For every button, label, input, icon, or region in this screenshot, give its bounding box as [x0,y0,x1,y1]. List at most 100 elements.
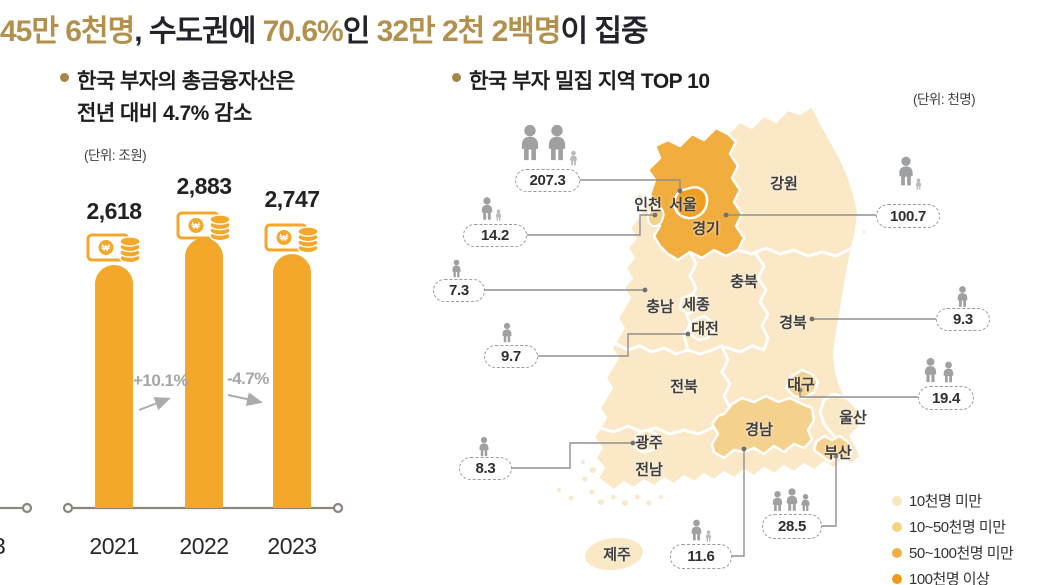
legend-label: 50~100천명 미만 [909,545,1014,562]
region-daejeon [688,314,716,342]
legend-label: 100천명 이상 [909,571,990,585]
callout-daejeon: 9.7 [484,345,538,368]
bullet-icon [452,73,461,82]
callout-gyeongbuk: 9.3 [936,308,990,331]
legend-item-tier3: 50~100천명 미만 [892,542,1014,563]
region-label-incheon: 인천 [634,196,662,214]
callout-seoul: 207.3 [515,169,580,192]
person-icon [771,491,784,511]
financial-assets-title: 한국 부자의 총금융자산은 전년 대비 4.7% 감소 [60,66,390,130]
bar-value: 2,747 [264,186,320,212]
headline-segment: 인 [342,15,377,48]
callout-value: 14.2 [481,227,509,244]
person-icon [480,197,494,220]
region-label-chungnam: 충남 [646,298,674,316]
province-borders [598,246,854,444]
region-seoul [673,186,709,220]
callout-connectors [483,179,936,557]
person-icon [569,150,578,166]
region-label-chungbuk: 충북 [730,273,758,291]
region-gyeongnam [710,394,816,460]
region-label-gwangju: 광주 [635,434,663,452]
headline-segment: 32만 2천 2백명 [376,15,562,48]
bar-2021 [95,265,133,508]
person-icon [915,178,922,190]
person-icon [897,152,915,190]
cut-off-year-label: 3 [0,533,6,560]
region-label-gyeongnam: 경남 [745,421,773,439]
region-label-sejong: 세종 [682,296,710,314]
map-title-text: 한국 부자 밀집 지역 TOP 10 [469,70,710,93]
map-title: 한국 부자 밀집 지역 TOP 10 [452,66,710,98]
person-icon [495,209,502,221]
person-icon [501,322,513,343]
region-label-ulsan: 울산 [839,409,867,427]
callout-incheon: 14.2 [463,224,527,247]
money-icon [264,218,320,254]
region-sejong [678,292,702,316]
region-jeju [583,535,645,573]
person-icon [690,519,703,541]
callout-value: 7.3 [449,282,469,299]
legend-dot-icon [892,573,902,584]
legend-dot-icon [892,547,902,558]
callout-gyeongnam: 11.6 [670,544,732,569]
bar-2023 [273,254,311,508]
callout-gyeonggi: 100.7 [876,204,940,228]
headline-segment: 에 [228,15,263,48]
person-icon [942,361,955,383]
region-label-jeonnam: 전남 [635,461,663,479]
year-label: 2022 [179,533,229,559]
region-label-seoul: 서울 [669,196,697,214]
title-line2: 전년 대비 4.7% 감소 [77,102,252,125]
headline: 45만 6천명, 수도권에 70.6%인 32만 2천 2백명이 집중 [0,6,1042,50]
legend-label: 10~50천명 미만 [909,519,1006,536]
map-unit: (단위: 천명) [913,92,976,107]
region-label-daegu: 대구 [787,376,815,394]
person-icon [478,436,490,457]
legend-item-tier2: 10~50천명 미만 [892,516,1006,537]
region-label-gyeonggi: 경기 [692,220,720,238]
legend-dot-icon [892,521,902,532]
callout-value: 9.3 [953,311,973,328]
bar-value: 2,883 [176,173,232,199]
headline-segment: , [134,15,149,48]
callout-daegu: 19.4 [918,386,974,410]
headline-segment: 이 집중 [560,15,648,48]
trend-arrows [138,392,263,411]
growth-annotation: +10.1% [133,371,189,390]
year-label: 2021 [89,533,139,559]
region-label-jeju: 제주 [603,546,631,564]
money-icon [86,228,142,264]
headline-segment: 70.6% [262,15,344,48]
callout-value: 28.5 [778,518,806,535]
region-label-daejeon: 대전 [691,320,719,338]
person-icon [546,119,568,166]
region-label-jeonbuk: 전북 [670,378,698,396]
bar-chart-unit: (단위: 조원) [84,148,147,163]
island-specks [557,194,866,506]
headline-segment: 수도권 [148,15,230,48]
bar-2022 [185,238,223,508]
person-icon [705,530,712,542]
bullet-icon [60,73,69,82]
person-icon [451,259,462,278]
person-icon [956,286,969,307]
callout-value: 11.6 [687,548,715,565]
callout-value: 207.3 [529,172,566,189]
region-busan [812,434,854,464]
legend-item-tier1: 10천명 미만 [892,490,982,511]
bar-value: 2,618 [86,198,142,224]
region-gwangju [632,428,662,454]
year-label: 2023 [267,533,317,559]
region-daegu [784,368,820,400]
callout-value: 19.4 [932,389,960,407]
legend-dot-icon [892,495,902,506]
person-icon [785,488,799,511]
x-axis [0,502,344,514]
person-icon [800,494,811,511]
legend-item-tier4: 100천명 이상 [892,568,990,585]
callout-gwangju: 8.3 [459,457,512,480]
